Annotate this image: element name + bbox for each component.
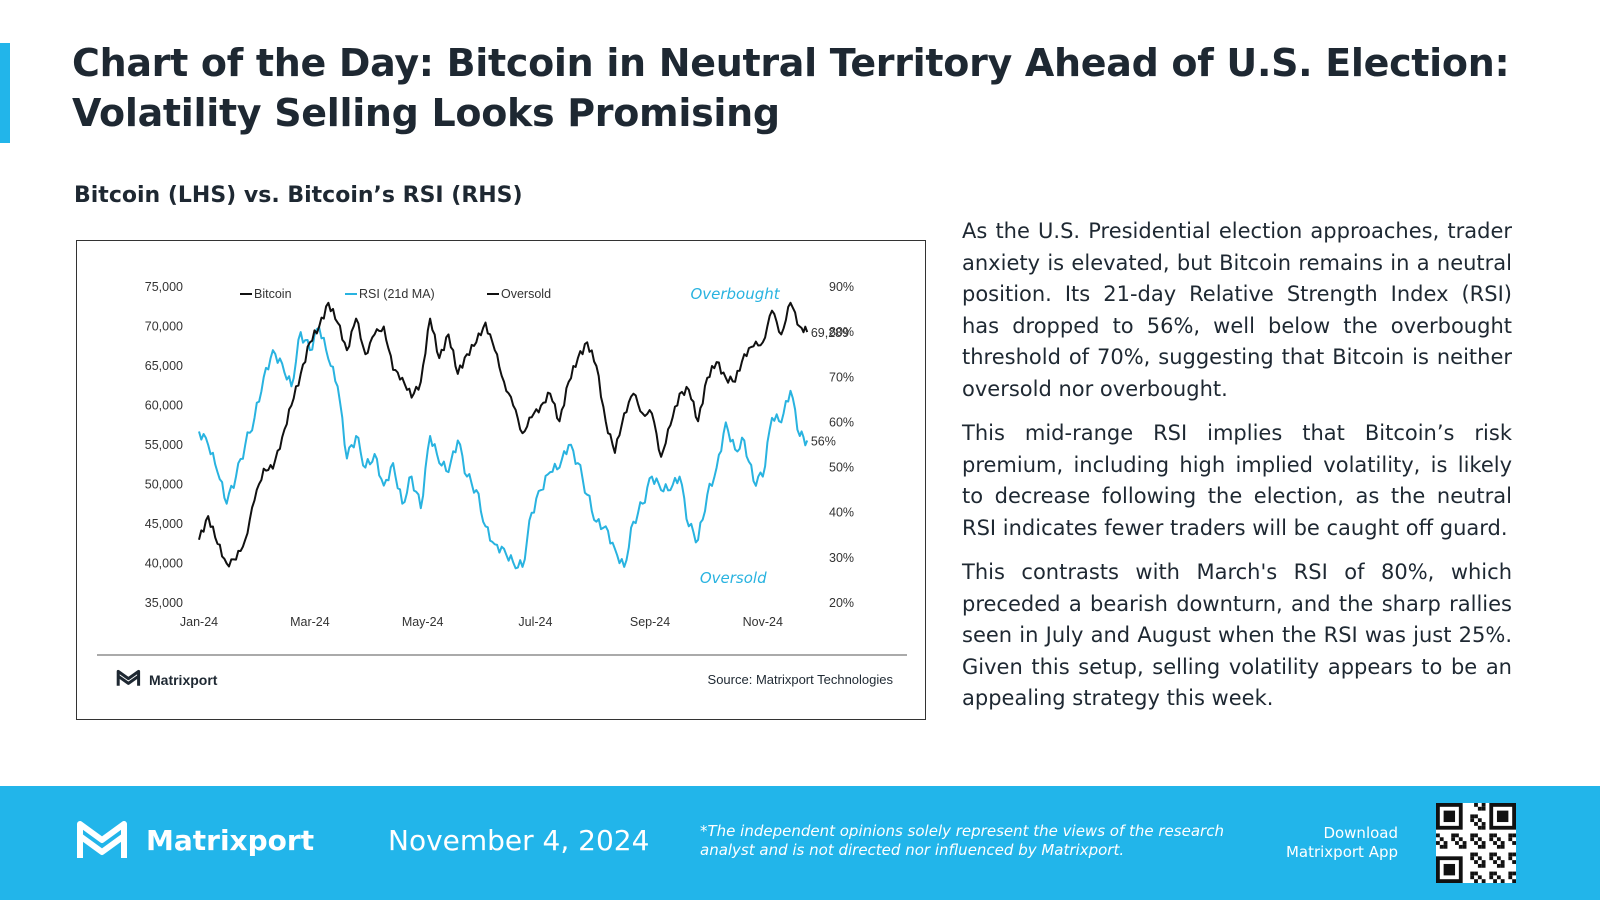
x-tick-label: Sep-24	[630, 615, 670, 629]
x-tick-label: May-24	[402, 615, 444, 629]
legend-rsi-label: RSI (21d MA)	[359, 287, 435, 301]
bitcoin-series-line	[198, 301, 809, 568]
download-app-text[interactable]: Download Matrixport App	[1270, 824, 1398, 862]
y-left-tick-label: 35,000	[145, 596, 183, 610]
footer-brand-name: Matrixport	[146, 823, 315, 857]
y-right-tick-label: 50%	[829, 461, 854, 475]
annotation-rsi-last-value: 56%	[811, 434, 836, 448]
y-right-tick-label: 20%	[829, 596, 854, 610]
footer-date: November 4, 2024	[388, 824, 650, 857]
y-right-tick-label: 70%	[829, 370, 854, 384]
page-title: Chart of the Day: Bitcoin in Neutral Ter…	[72, 41, 1510, 135]
commentary-paragraph-1: As the U.S. Presidential election approa…	[962, 219, 1512, 401]
accent-bar	[0, 43, 10, 143]
legend-oversold-label: Oversold	[501, 287, 551, 301]
x-tick-label: Nov-24	[743, 615, 783, 629]
y-left-tick-label: 50,000	[145, 478, 183, 492]
rsi-series-line	[198, 326, 809, 570]
chart-brand-name: Matrixport	[149, 672, 218, 688]
download-line-1: Download	[1323, 824, 1398, 842]
matrixport-logo-icon	[77, 821, 127, 858]
footer-disclaimer: *The independent opinions solely represe…	[700, 822, 1224, 859]
chart-frame: 35,000 40,000 45,000 50,000 55,000 60,000 65,0…	[76, 240, 926, 720]
y-right-tick-label: 90%	[829, 280, 854, 294]
y-right-tick-label: 40%	[829, 506, 854, 520]
download-line-2: Matrixport App	[1285, 843, 1398, 861]
qr-code-icon	[1436, 803, 1516, 883]
y-left-tick-label: 65,000	[145, 359, 183, 373]
x-tick-label: Jan-24	[180, 615, 218, 629]
y-left-tick-label: 40,000	[145, 557, 183, 571]
annotation-bitcoin-last-value: 69,289	[811, 326, 849, 340]
chart-brand-logo-icon	[116, 669, 141, 686]
chart-source: Source: Matrixport Technologies	[708, 672, 894, 687]
y-left-tick-label: 75,000	[145, 280, 183, 294]
footer: Matrixport November 4, 2024 *The indepen…	[0, 786, 1600, 900]
y-left-tick-label: 45,000	[145, 517, 183, 531]
x-tick-label: Mar-24	[290, 615, 330, 629]
footer-logo[interactable]: Matrixport	[76, 818, 314, 862]
commentary-paragraph-3: This contrasts with March's RSI of 80%, …	[962, 560, 1512, 710]
y-right-tick-label: 60%	[829, 415, 854, 429]
x-axis: Jan-24 Mar-24 May-24 Jul-24 Sep-24 Nov-24	[180, 615, 783, 629]
commentary: As the U.S. Presidential election approa…	[962, 216, 1512, 728]
chart: 35,000 40,000 45,000 50,000 55,000 60,000 65,0…	[97, 280, 907, 688]
legend-bitcoin-label: Bitcoin	[254, 287, 292, 301]
legend: Bitcoin RSI (21d MA) Oversold	[240, 287, 551, 301]
annotation-oversold: Oversold	[700, 569, 767, 587]
download-qr-code[interactable]	[1436, 803, 1516, 883]
y-left-tick-label: 70,000	[145, 320, 183, 334]
y-right-tick-label: 30%	[829, 551, 854, 565]
x-tick-label: Jul-24	[518, 615, 552, 629]
y-left-tick-label: 55,000	[145, 438, 183, 452]
y-right-axis: 20% 30% 40% 50% 60% 70% 80% 90%	[829, 280, 854, 610]
commentary-paragraph-2: This mid-range RSI implies that Bitcoin’…	[962, 421, 1512, 540]
y-right-tick-label: 80%	[829, 325, 854, 339]
annotation-overbought: Overbought	[690, 285, 780, 303]
chart-subtitle: Bitcoin (LHS) vs. Bitcoin’s RSI (RHS)	[74, 183, 523, 208]
y-left-tick-label: 60,000	[145, 399, 183, 413]
y-left-axis: 35,000 40,000 45,000 50,000 55,000 60,000 65,0…	[145, 280, 183, 610]
